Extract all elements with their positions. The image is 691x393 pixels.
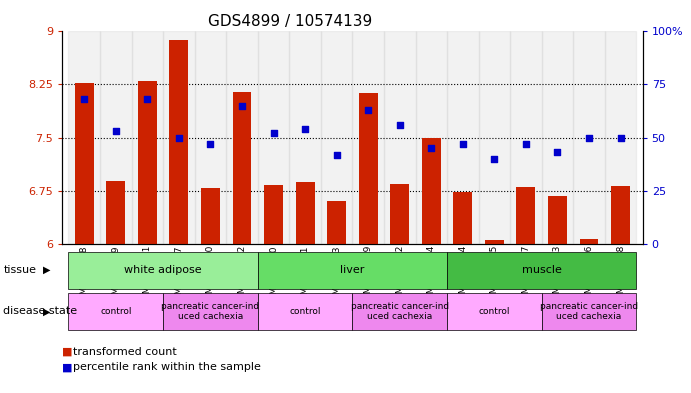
Text: ▶: ▶	[44, 307, 50, 316]
Point	[489, 156, 500, 162]
Bar	[580, 239, 598, 244]
Point	[300, 126, 311, 132]
Text: pancreatic cancer-ind
uced cachexia: pancreatic cancer-ind uced cachexia	[540, 302, 638, 321]
Text: tissue: tissue	[3, 265, 37, 275]
Bar	[611, 185, 630, 244]
Point	[205, 141, 216, 147]
Point	[142, 96, 153, 103]
Bar	[453, 192, 472, 244]
Point	[173, 134, 184, 141]
Bar	[68, 31, 100, 244]
Bar	[321, 31, 352, 244]
Bar	[516, 187, 536, 244]
Bar	[422, 138, 441, 244]
Bar	[352, 31, 384, 244]
Bar	[327, 201, 346, 244]
Bar	[359, 93, 378, 244]
Text: control: control	[100, 307, 131, 316]
Point	[615, 134, 626, 141]
Text: liver: liver	[340, 265, 365, 275]
Bar	[574, 31, 605, 244]
Point	[236, 103, 247, 109]
Bar	[605, 31, 636, 244]
Text: GDS4899 / 10574139: GDS4899 / 10574139	[208, 14, 372, 29]
Text: ■: ■	[62, 362, 73, 373]
Point	[79, 96, 90, 103]
Point	[520, 141, 531, 147]
Bar	[510, 31, 542, 244]
Point	[552, 149, 563, 156]
Bar	[201, 189, 220, 244]
Bar	[296, 182, 314, 244]
Bar	[548, 196, 567, 244]
Bar	[163, 31, 195, 244]
Point	[363, 107, 374, 113]
Bar	[131, 31, 163, 244]
Text: control: control	[479, 307, 510, 316]
Bar	[415, 31, 447, 244]
Text: disease state: disease state	[3, 307, 77, 316]
Text: ▶: ▶	[44, 265, 50, 275]
Point	[331, 151, 342, 158]
Bar	[390, 184, 409, 244]
Text: muscle: muscle	[522, 265, 562, 275]
Text: white adipose: white adipose	[124, 265, 202, 275]
Bar	[479, 31, 510, 244]
Point	[111, 128, 122, 134]
Text: ■: ■	[62, 347, 73, 357]
Text: control: control	[290, 307, 321, 316]
Point	[268, 130, 279, 136]
Bar	[106, 182, 125, 244]
Bar	[100, 31, 131, 244]
Bar	[226, 31, 258, 244]
Point	[426, 145, 437, 151]
Point	[457, 141, 468, 147]
Bar	[264, 185, 283, 244]
Bar	[233, 92, 252, 244]
Text: pancreatic cancer-ind
uced cachexia: pancreatic cancer-ind uced cachexia	[350, 302, 448, 321]
Bar	[542, 31, 574, 244]
Text: percentile rank within the sample: percentile rank within the sample	[73, 362, 261, 373]
Bar	[447, 31, 479, 244]
Bar	[169, 40, 189, 244]
Text: transformed count: transformed count	[73, 347, 176, 357]
Bar	[290, 31, 321, 244]
Bar	[384, 31, 415, 244]
Bar	[195, 31, 226, 244]
Bar	[75, 83, 94, 244]
Text: pancreatic cancer-ind
uced cachexia: pancreatic cancer-ind uced cachexia	[162, 302, 260, 321]
Bar	[138, 81, 157, 244]
Point	[394, 122, 405, 128]
Bar	[485, 240, 504, 244]
Point	[583, 134, 594, 141]
Bar	[258, 31, 290, 244]
